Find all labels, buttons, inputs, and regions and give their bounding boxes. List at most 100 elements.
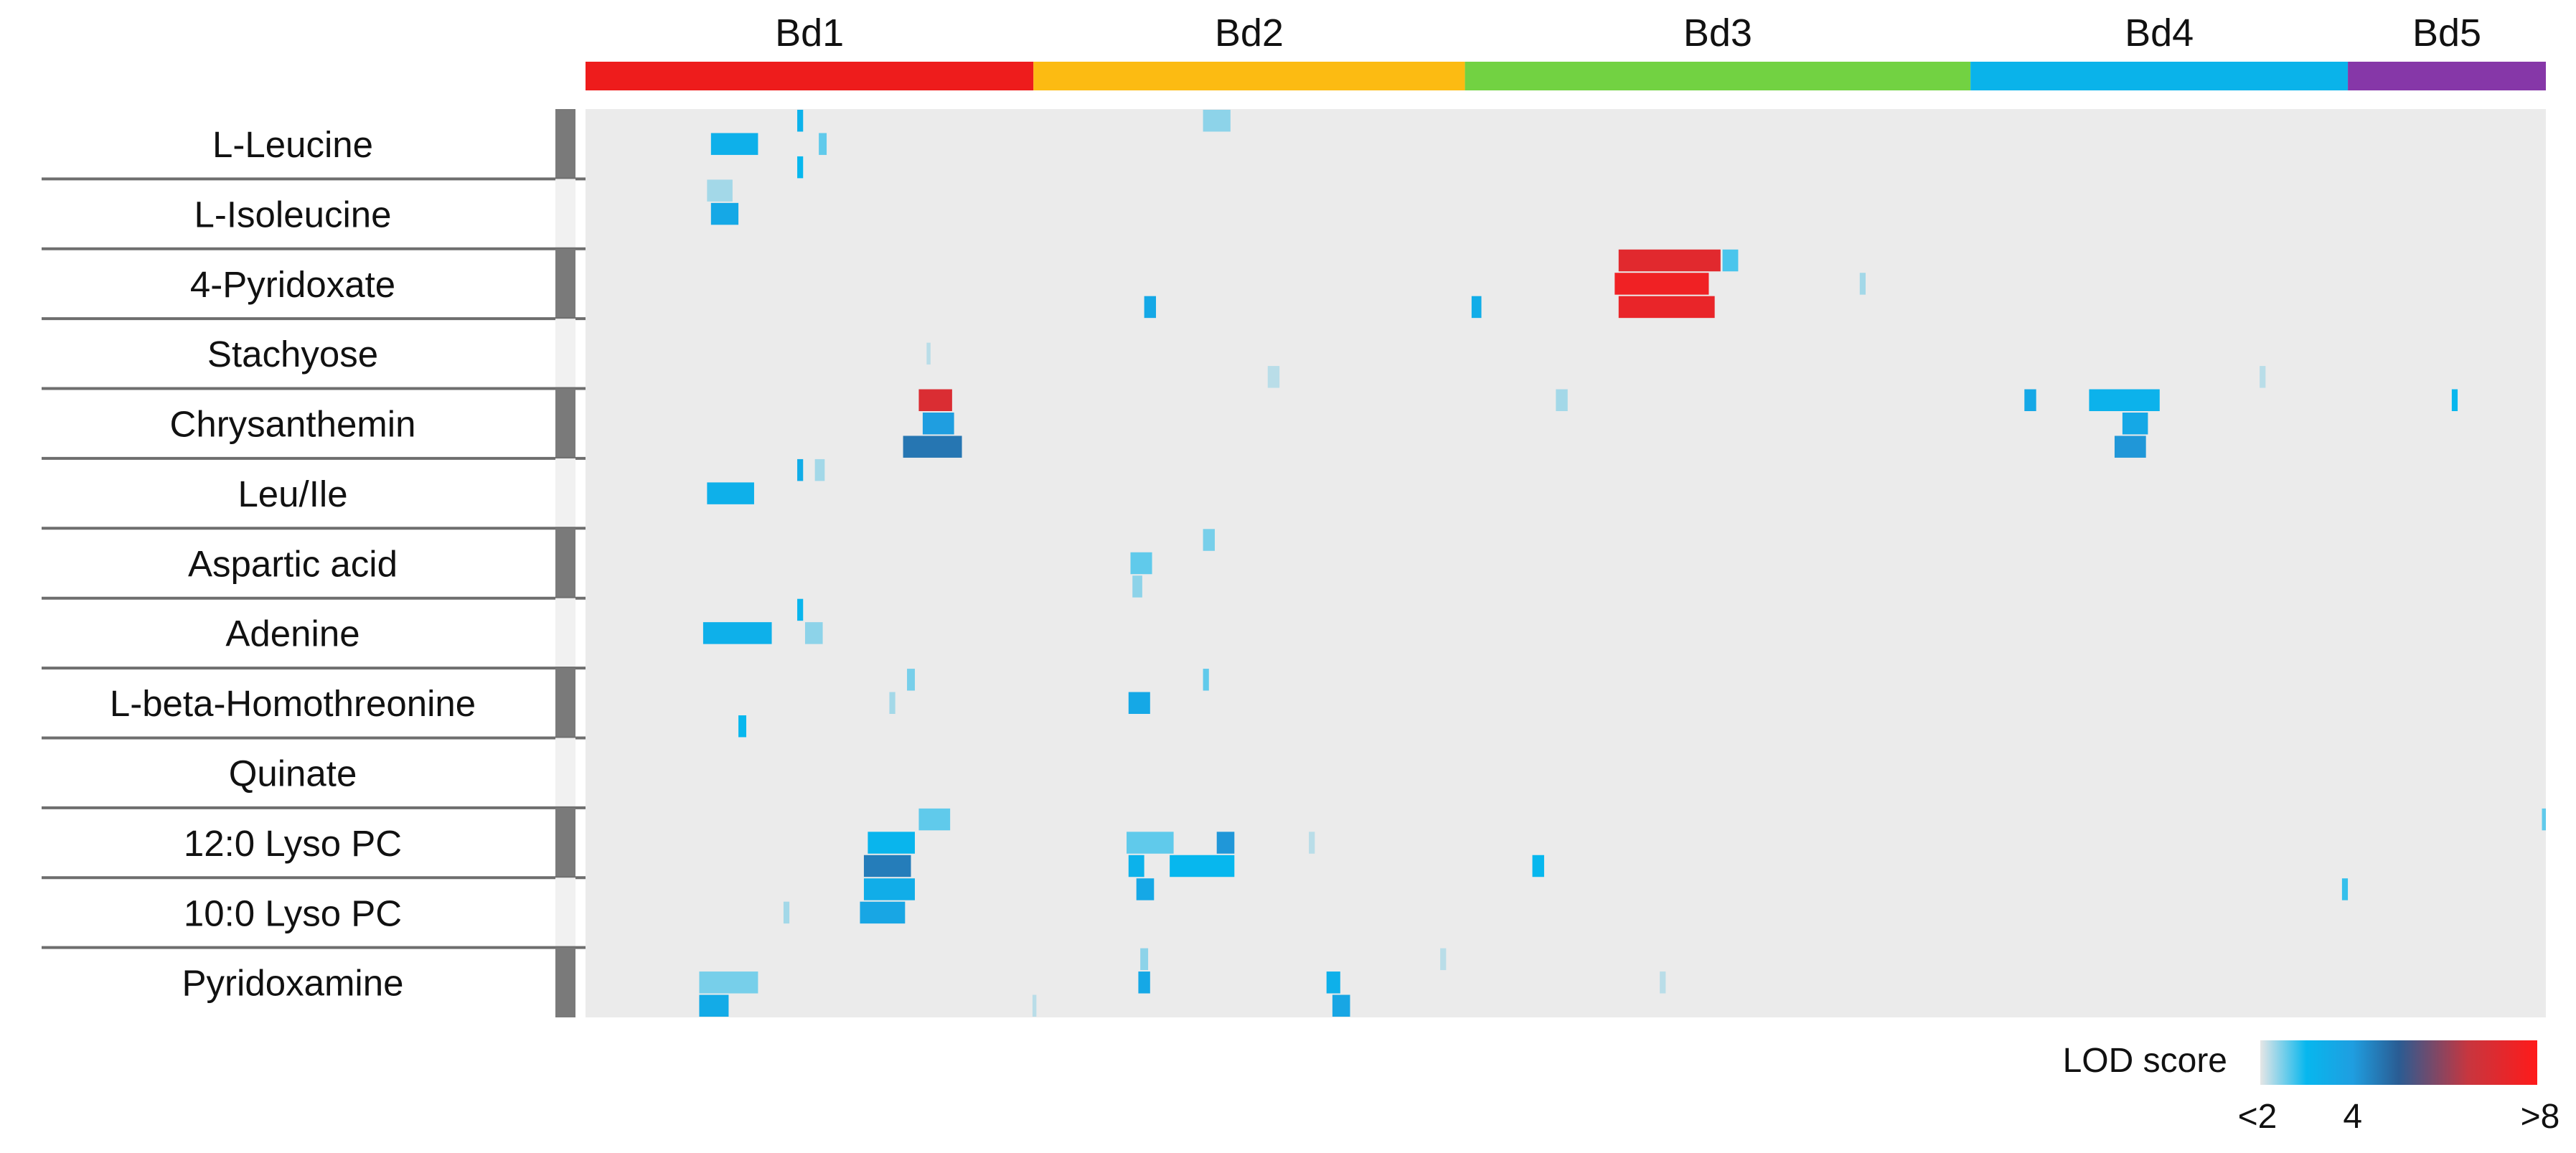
chromosome-label-bd2: Bd2 — [1215, 11, 1284, 55]
lod-hit: 4-Pyridoxate LOD 3.6 — [1144, 296, 1157, 319]
lod-hit: Pyridoxamine LOD 3.5 — [699, 994, 729, 1017]
lod-hit: L-beta-Homothreonine LOD 2.3 — [889, 692, 896, 714]
chromosome-header: Bd1 Bd2 Bd3 Bd4 Bd5 — [586, 11, 2546, 90]
row-group-marker — [555, 947, 575, 1017]
lod-hit: Aspartic acid LOD 2.6 — [1130, 552, 1152, 575]
lod-hit: L-beta-Homothreonine LOD 3.6 — [1128, 692, 1150, 714]
lod-hit: 4-Pyridoxate LOD 3.4 — [1471, 296, 1482, 319]
row-group-marker — [555, 248, 575, 319]
lod-hits: L-Leucine LOD 3.2 L-Leucine LOD 2.4 L-Leuc… — [699, 110, 2546, 1017]
lod-hit: Stachyose LOD 2.2 — [1267, 366, 1280, 388]
lod-hit: Leu/Ile LOD 2.3 — [814, 458, 825, 481]
lod-legend: LOD score <2 4 >8 — [2063, 1040, 2560, 1136]
lod-hit: Adenine LOD 3.3 — [702, 622, 772, 644]
lod-hit: 12:0 Lyso PC LOD 2.6 — [1127, 832, 1174, 854]
lod-hit: L-beta-Homothreonine LOD 3 — [738, 715, 747, 738]
lod-hit: L-Leucine LOD 2.6 — [819, 133, 827, 155]
lod-hit: 4-Pyridoxate LOD 2.7 — [1722, 249, 1739, 272]
metabolite-label-l-isoleucine: L-Isoleucine — [194, 194, 392, 235]
lod-hit: 12:0 Lyso PC LOD 4.1 — [1216, 832, 1235, 854]
heatmap-background — [586, 109, 2546, 1017]
row-group-marker — [555, 319, 575, 389]
metabolite-label-adenine: Adenine — [225, 613, 359, 654]
lod-hit: Adenine LOD 2.4 — [804, 622, 823, 644]
lod-hit: Pyridoxamine LOD 3.3 — [1326, 971, 1340, 994]
lod-hit: Stachyose LOD 2.2 — [926, 342, 931, 365]
metabolite-label-l-leucine: L-Leucine — [212, 124, 373, 165]
row-group-marker — [555, 807, 575, 878]
lod-hit: Leu/Ile LOD 3.3 — [707, 482, 754, 504]
legend-tick-label: >8 — [2521, 1098, 2560, 1136]
metabolite-label-leu-ile: Leu/Ile — [238, 474, 347, 514]
lod-hit: 10:0 Lyso PC LOD 3.7 — [860, 901, 906, 924]
metabolite-label-chrysanthemin: Chrysanthemin — [170, 404, 416, 445]
chromosome-bar-bd1 — [586, 62, 1034, 90]
lod-hit: Chrysanthemin LOD 3.2 — [2089, 389, 2160, 411]
legend-title: LOD score — [2063, 1042, 2227, 1080]
legend-tick-label: <2 — [2238, 1098, 2277, 1136]
row-group-marker — [555, 109, 575, 179]
lod-hit: Chrysanthemin LOD 3.6 — [2122, 413, 2148, 435]
legend-color-bar — [2260, 1040, 2537, 1085]
lod-hit: Aspartic acid LOD 2.5 — [1203, 529, 1215, 551]
row-group-marker — [555, 388, 575, 458]
lod-hit: Leu/Ile LOD 3.4 — [797, 458, 804, 481]
legend-tick-label: 4 — [2343, 1098, 2362, 1136]
lod-hit: 10:0 Lyso PC LOD 3.6 — [1136, 878, 1155, 900]
chromosome-bar-bd2 — [1033, 62, 1465, 90]
metabolite-label-4-pyridoxate: 4-Pyridoxate — [190, 264, 395, 305]
heatmap-panel: L-Leucine LOD 3.2 L-Leucine LOD 2.4 L-Leuc… — [586, 109, 2546, 1017]
lod-hit: 12:0 Lyso PC LOD 3.1 — [868, 832, 915, 854]
lod-hit: 12:0 Lyso PC LOD 3 — [1170, 855, 1235, 877]
lod-hit: Stachyose LOD 2.2 — [2260, 366, 2266, 388]
row-group-marker — [555, 877, 575, 948]
chromosome-bar-bd3 — [1465, 62, 1971, 90]
lod-hit: 4-Pyridoxate LOD 2.3 — [1859, 273, 1866, 295]
lod-hit: Chrysanthemin LOD 4 — [922, 413, 954, 435]
metabolite-labels: L-Leucine L-Isoleucine 4-Pyridoxate Stachyo… — [42, 109, 590, 1017]
lod-hit: Chrysanthemin LOD 3.6 — [2024, 389, 2036, 411]
lod-hit: 12:0 Lyso PC LOD 3.2 — [1128, 855, 1144, 877]
row-group-marker — [555, 179, 575, 249]
lod-hit: L-Isoleucine LOD 2.3 — [707, 179, 733, 202]
chromosome-bar-bd5 — [2348, 62, 2546, 90]
lod-hit: L-Leucine LOD 3 — [797, 156, 804, 179]
lod-hit: 10:0 Lyso PC LOD 2.8 — [2341, 878, 2349, 900]
lod-hit: Pyridoxamine LOD 2.2 — [1440, 948, 1447, 971]
metabolite-label-10-0-lyso-pc: 10:0 Lyso PC — [184, 893, 402, 933]
lod-hit: 10:0 Lyso PC LOD 3.4 — [863, 878, 915, 900]
metabolite-label-12-0-lyso-pc: 12:0 Lyso PC — [184, 823, 402, 864]
lod-hit: 12:0 Lyso PC LOD 2.2 — [1309, 832, 1315, 854]
chromosome-label-bd1: Bd1 — [775, 11, 844, 55]
row-group-marker — [555, 528, 575, 598]
lod-hit: L-Leucine LOD 3.3 — [710, 133, 758, 155]
chromosome-bar-bd4 — [1970, 62, 2349, 90]
row-group-marker — [555, 668, 575, 738]
metabolite-label-l-beta-homothreonine: L-beta-Homothreonine — [110, 683, 476, 724]
chromosome-label-bd4: Bd4 — [2125, 11, 2194, 55]
row-group-marker — [555, 598, 575, 669]
lod-hit: L-Leucine LOD 3.2 — [797, 110, 804, 132]
lod-hit: Pyridoxamine LOD 3.6 — [1138, 971, 1150, 994]
chromosome-label-bd5: Bd5 — [2412, 11, 2481, 55]
lod-hit: Chrysanthemin LOD 2.3 — [1556, 389, 1568, 411]
lod-hit: L-beta-Homothreonine LOD 2.5 — [907, 669, 915, 691]
lod-hit: Pyridoxamine LOD 3.7 — [1332, 994, 1350, 1017]
row-group-marker — [555, 738, 575, 808]
lod-hit: Chrysanthemin LOD 7 — [918, 389, 952, 411]
lod-hit: 4-Pyridoxate LOD 7.2 — [1618, 249, 1721, 272]
metabolite-label-pyridoxamine: Pyridoxamine — [182, 963, 404, 1004]
lod-hit: Chrysanthemin LOD 3 — [2451, 389, 2458, 411]
lod-hit: L-Isoleucine LOD 3.6 — [710, 202, 739, 225]
lod-hit: Pyridoxamine LOD 2.2 — [1032, 994, 1037, 1017]
lod-hit: Aspartic acid LOD 2.4 — [1132, 575, 1142, 598]
lod-hit: Pyridoxamine LOD 2.2 — [1660, 971, 1666, 994]
row-group-marker — [555, 458, 575, 529]
lod-hit: 12:0 Lyso PC LOD 4.5 — [863, 855, 911, 877]
lod-hit: Adenine LOD 3.1 — [797, 598, 804, 621]
lod-hit: Chrysanthemin LOD 4.1 — [2114, 436, 2146, 458]
lod-hit: Pyridoxamine LOD 2.4 — [1140, 948, 1149, 971]
metabolite-label-stachyose: Stachyose — [207, 334, 378, 375]
lod-hit: 4-Pyridoxate LOD 7.4 — [1618, 296, 1715, 319]
